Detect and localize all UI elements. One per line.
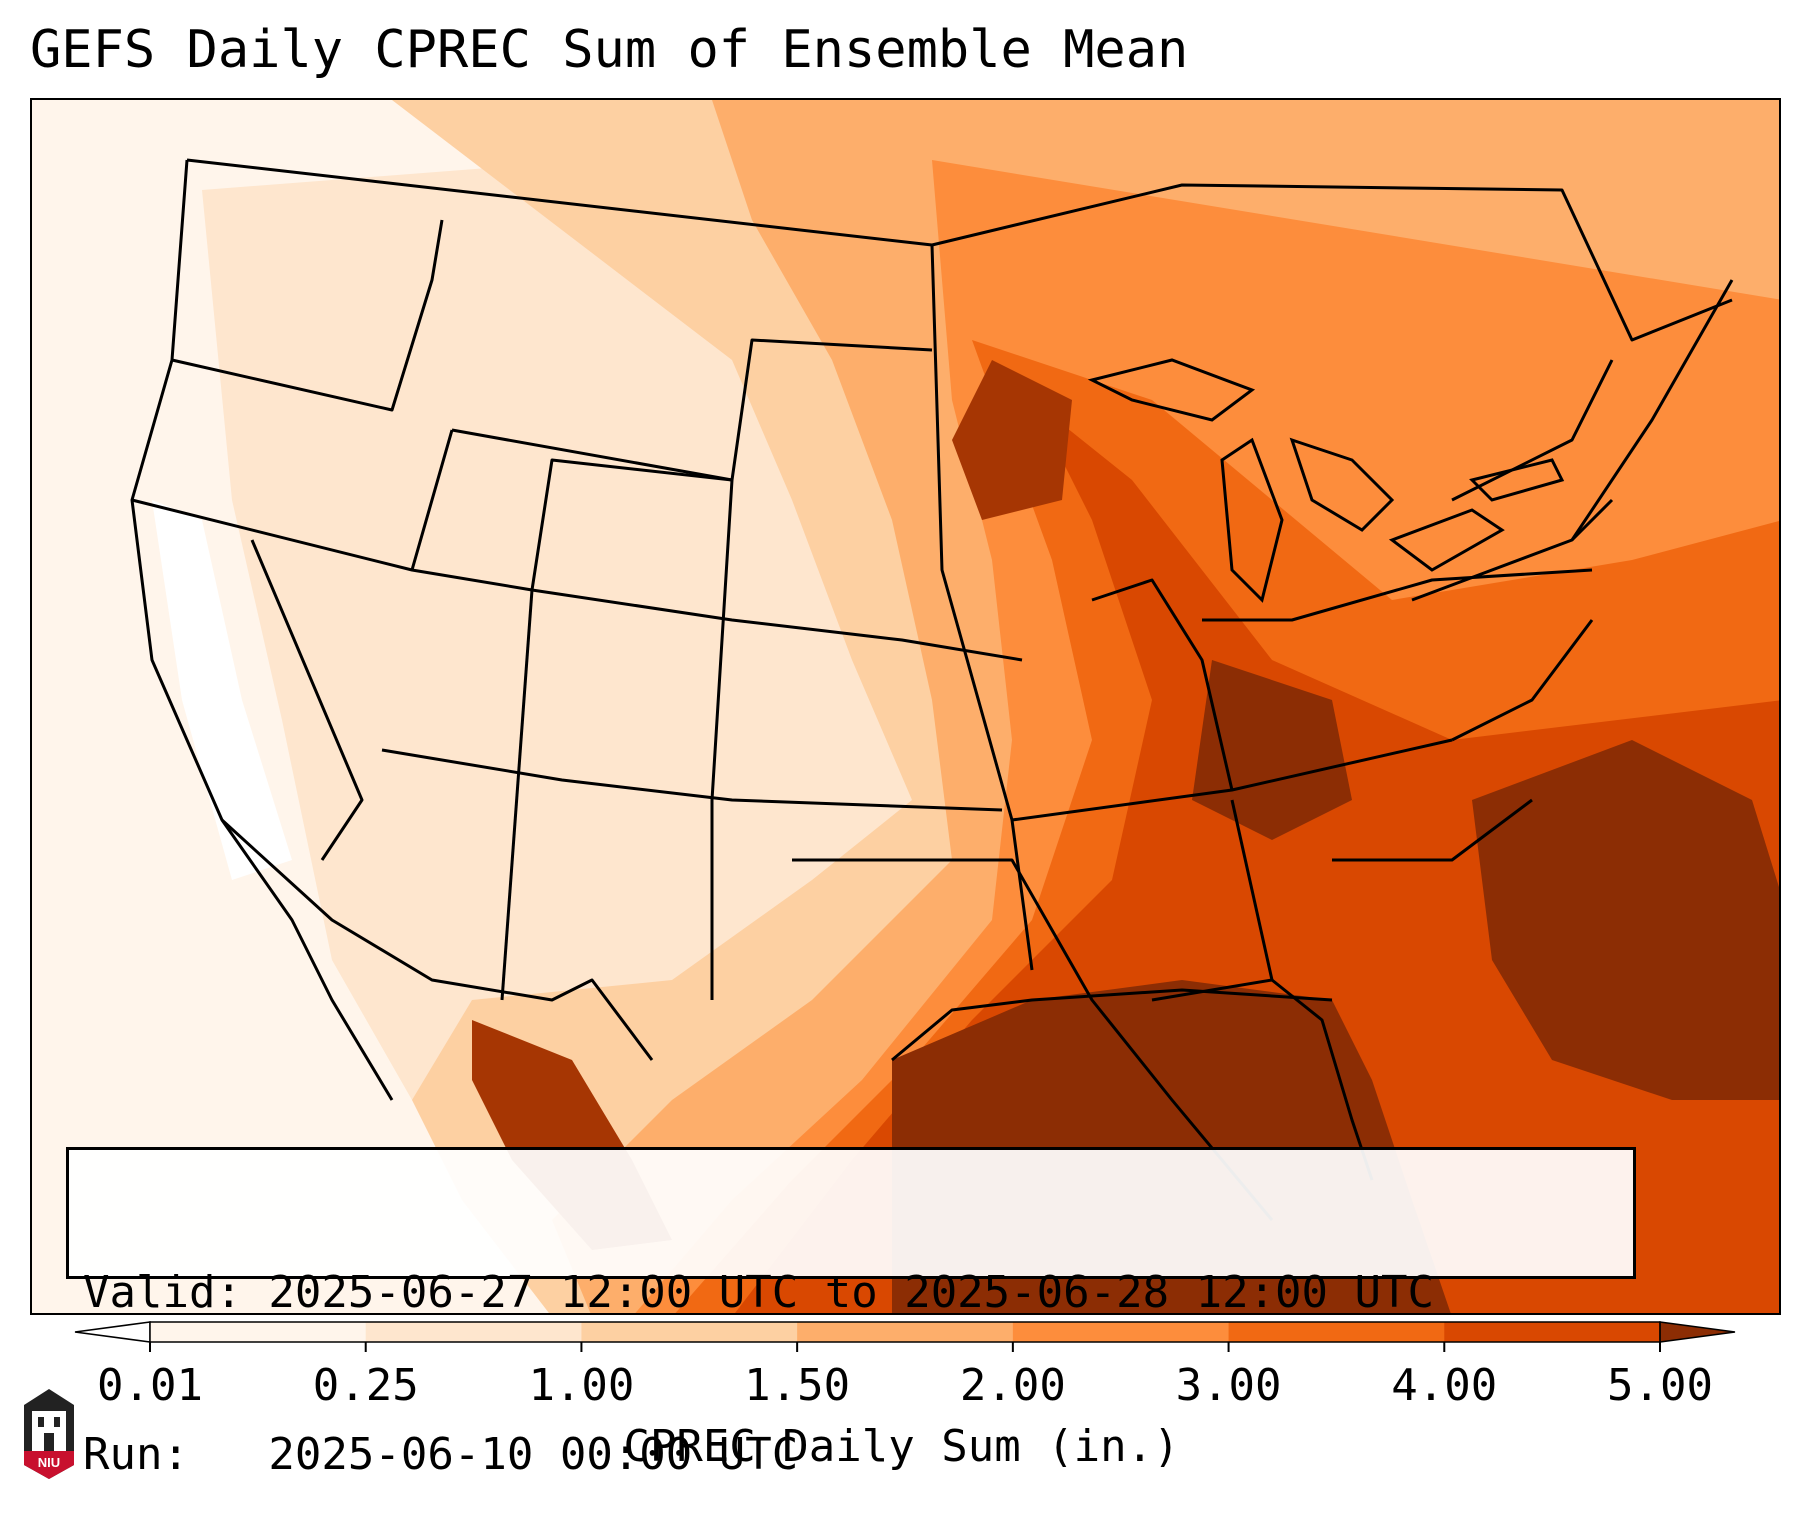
colorbar-over-arrow xyxy=(1659,1321,1736,1343)
colorbar-label: CPREC Daily Sum (in.) xyxy=(623,1421,1180,1472)
colorbar-tick-label: 4.00 xyxy=(1391,1360,1498,1411)
colorbar-tick-label: 1.00 xyxy=(528,1360,635,1411)
state-boundaries xyxy=(130,158,1734,1221)
colorbar-segment xyxy=(1012,1322,1230,1342)
colorbar-segment xyxy=(797,1322,1014,1342)
colorbar xyxy=(74,1321,1736,1352)
colorbar-tick-label: 2.00 xyxy=(959,1360,1066,1411)
colorbar-tick-label: 1.50 xyxy=(744,1360,851,1411)
colorbar-segment xyxy=(365,1322,582,1342)
colorbar-under-arrow xyxy=(74,1321,151,1343)
run-info-box: Valid: 2025-06-27 12:00 UTC to 2025-06-2… xyxy=(66,1147,1636,1480)
map-title: GEFS Daily CPREC Sum of Ensemble Mean xyxy=(30,20,1189,80)
colorbar-tick-label: 3.00 xyxy=(1175,1360,1282,1411)
precip-map xyxy=(32,100,1779,1313)
great-lakes xyxy=(1087,358,1565,603)
colorbar-segment xyxy=(1444,1322,1661,1342)
colorbar-segment xyxy=(581,1322,798,1342)
run-time: Run: 2025-06-10 00:00 UTC xyxy=(83,1429,799,1480)
colorbar-tick-label: 0.01 xyxy=(97,1360,203,1411)
colorbar-segment xyxy=(1228,1322,1445,1342)
colorbar-outline xyxy=(149,1321,1661,1343)
map-panel xyxy=(30,98,1781,1315)
logo-text: NIU xyxy=(38,1455,60,1470)
colorbar-segment xyxy=(150,1322,367,1342)
colorbar-tick-label: 5.00 xyxy=(1607,1360,1713,1411)
niu-logo: NIU xyxy=(24,1389,74,1479)
valid-time: Valid: 2025-06-27 12:00 UTC to 2025-06-2… xyxy=(83,1267,1435,1318)
colorbar-tick-label: 0.25 xyxy=(312,1360,419,1411)
